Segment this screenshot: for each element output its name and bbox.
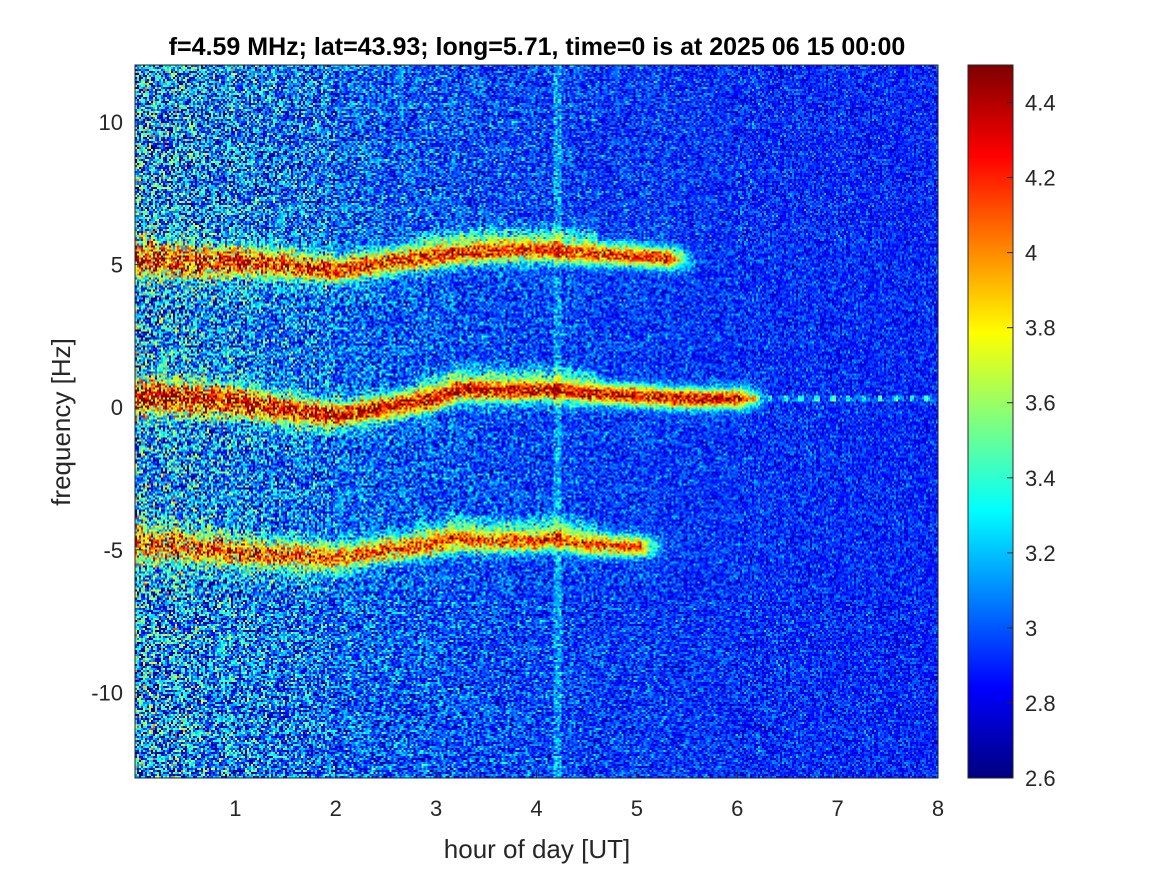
colorbar-tick-label: 4.2 [1025,166,1056,191]
colorbar-axis: 4.4 4.2 4 3.8 3.6 3.4 3.2 3 2.8 2.6 [1007,91,1056,791]
x-tick-label: 5 [631,796,643,821]
x-tick-label: 8 [932,796,944,821]
y-tick-label: 5 [111,253,123,278]
colorbar [968,65,1013,778]
heatmap-container [135,65,938,778]
colorbar-tick-label: 3.8 [1025,316,1056,341]
colorbar-container [968,65,1013,778]
colorbar-tick-label: 4 [1025,241,1037,266]
x-axis: 1 2 3 4 5 6 7 8 [229,770,944,821]
y-tick-label: 10 [99,110,123,135]
y-tick-label: -5 [103,538,123,563]
x-tick-label: 3 [430,796,442,821]
y-axis-label: frequency [Hz] [46,338,76,506]
x-tick-label: 6 [731,796,743,821]
colorbar-tick-label: 2.8 [1025,691,1056,716]
colorbar-tick-label: 3.6 [1025,391,1056,416]
y-tick-label: -10 [91,680,123,705]
colorbar-tick-label: 3 [1025,616,1037,641]
chart-title: f=4.59 MHz; lat=43.93; long=5.71, time=0… [169,33,906,61]
colorbar-tick-label: 4.4 [1025,91,1056,116]
x-tick-label: 1 [229,796,241,821]
spectrogram-heatmap [135,65,938,778]
colorbar-tick-label: 3.4 [1025,466,1056,491]
y-tick-label: 0 [111,395,123,420]
y-axis: 10 5 0 -5 -10 [91,110,143,705]
x-tick-label: 4 [530,796,542,821]
colorbar-tick-label: 3.2 [1025,541,1056,566]
colorbar-frame [967,64,1014,779]
x-axis-label: hour of day [UT] [444,834,630,864]
x-tick-label: 7 [832,796,844,821]
colorbar-tick-label: 2.6 [1025,766,1056,791]
x-tick-label: 2 [330,796,342,821]
